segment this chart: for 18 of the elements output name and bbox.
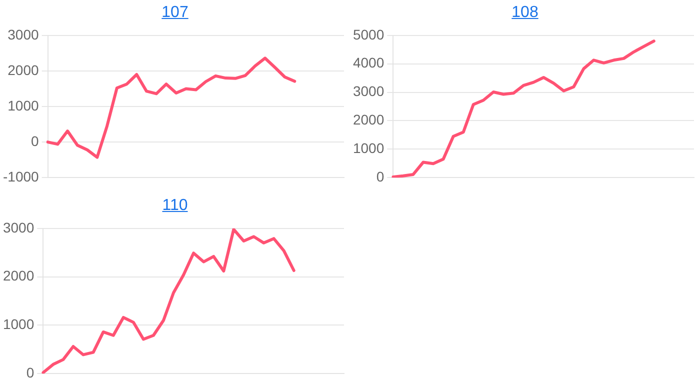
y-tick-label: 0 xyxy=(26,364,34,380)
y-tick-label: 2000 xyxy=(8,62,40,78)
y-tick-label: 0 xyxy=(31,132,40,149)
y-tick-label: 3000 xyxy=(8,26,40,42)
chart-title: 108 xyxy=(512,4,538,21)
y-tick-label: 2000 xyxy=(352,112,384,128)
chart-title: 110 xyxy=(162,197,188,214)
y-tick-label: 1000 xyxy=(8,97,40,114)
y-tick-label: 0 xyxy=(376,168,384,184)
y-tick-label: 4000 xyxy=(352,54,384,71)
y-tick-label: 3000 xyxy=(2,219,34,236)
chart-title: 107 xyxy=(162,4,188,21)
y-tick-label: -1000 xyxy=(2,168,40,184)
y-tick-label: 1000 xyxy=(2,316,34,332)
y-tick-label: 1000 xyxy=(352,140,384,156)
y-tick-label: 2000 xyxy=(2,268,34,284)
y-tick-label: 5000 xyxy=(352,26,384,42)
y-tick-label: 3000 xyxy=(352,83,384,100)
